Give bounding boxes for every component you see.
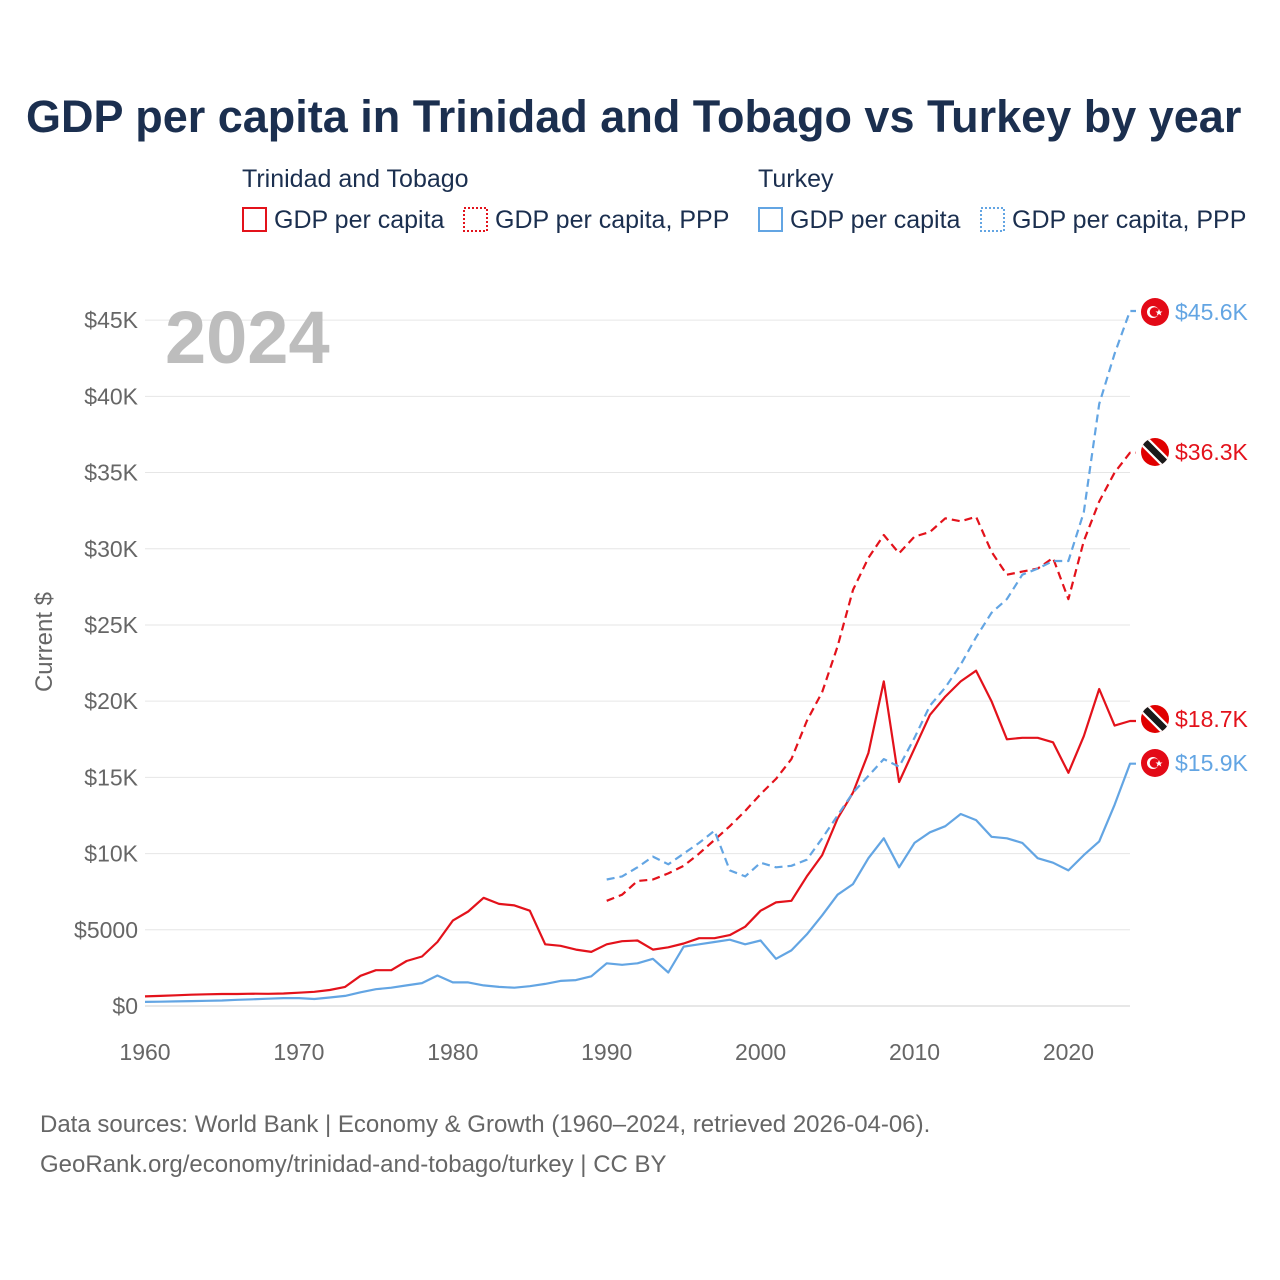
legend-label-trinidad-ppp: GDP per capita, PPP xyxy=(495,206,729,234)
turkey-flag-icon xyxy=(1141,298,1169,326)
y-tick-label: $35K xyxy=(84,460,138,486)
end-label-1: $36.3K xyxy=(1175,439,1249,465)
y-tick-label: $45K xyxy=(84,307,138,333)
end-label-2: $15.9K xyxy=(1175,750,1249,776)
legend-group-trinidad: Trinidad and Tobago xyxy=(242,165,469,193)
end-label-0: $18.7K xyxy=(1175,706,1249,732)
x-tick-label: 1990 xyxy=(581,1039,632,1065)
y-tick-label: $25K xyxy=(84,612,138,638)
legend-swatch-turkey-gdp xyxy=(758,207,783,232)
series-lines xyxy=(144,309,1136,1003)
y-axis-title: Current $ xyxy=(31,592,58,692)
y-tick-label: $5000 xyxy=(74,917,138,943)
x-tick-label: 2010 xyxy=(889,1039,940,1065)
legend-swatch-turkey-ppp xyxy=(980,207,1005,232)
y-tick-label: $15K xyxy=(84,764,138,790)
y-tick-label: $20K xyxy=(84,688,138,714)
y-tick-label: $40K xyxy=(84,383,138,409)
end-label-3: $45.6K xyxy=(1175,299,1249,325)
series-line-2 xyxy=(144,762,1136,1003)
series-line-1 xyxy=(606,451,1136,902)
y-axis-ticks: $0 $5000 $10K $15K $20K $25K $30K $35K $40K $45K xyxy=(74,307,139,1019)
series-line-0 xyxy=(144,669,1136,998)
trinidad-and-tobago-flag-icon xyxy=(1141,705,1169,733)
legend-label-turkey-ppp: GDP per capita, PPP xyxy=(1012,206,1246,234)
chart-title: GDP per capita in Trinidad and Tobago vs… xyxy=(26,91,1241,142)
legend-label-trinidad-gdp: GDP per capita xyxy=(274,206,445,234)
end-labels: $18.7K $36.3K $15.9K $45.6K xyxy=(1141,298,1249,777)
y-tick-label: $0 xyxy=(112,993,138,1019)
x-tick-label: 1960 xyxy=(119,1039,170,1065)
trinidad-and-tobago-flag-icon xyxy=(1141,438,1169,466)
turkey-flag-icon xyxy=(1141,749,1169,777)
legend-group-turkey: Turkey xyxy=(758,165,834,193)
legend-swatch-trinidad-gdp xyxy=(242,207,267,232)
legend-label-turkey-gdp: GDP per capita xyxy=(790,206,961,234)
y-tick-label: $30K xyxy=(84,536,138,562)
x-tick-label: 1970 xyxy=(273,1039,324,1065)
series-line-3 xyxy=(606,309,1136,881)
source-line-1: Data sources: World Bank | Economy & Gro… xyxy=(40,1111,930,1138)
legend: Trinidad and Tobago GDP per capita GDP p… xyxy=(242,165,1246,234)
year-label: 2024 xyxy=(165,296,330,379)
x-tick-label: 2000 xyxy=(735,1039,786,1065)
source-line-2: GeoRank.org/economy/trinidad-and-tobago/… xyxy=(40,1151,667,1178)
x-tick-label: 1980 xyxy=(427,1039,478,1065)
y-tick-label: $10K xyxy=(84,841,138,867)
x-tick-label: 2020 xyxy=(1043,1039,1094,1065)
gridlines xyxy=(145,319,1130,1007)
x-axis-ticks: 1960 1970 1980 1990 2000 2010 2020 xyxy=(119,1039,1094,1065)
legend-swatch-trinidad-ppp xyxy=(463,207,488,232)
